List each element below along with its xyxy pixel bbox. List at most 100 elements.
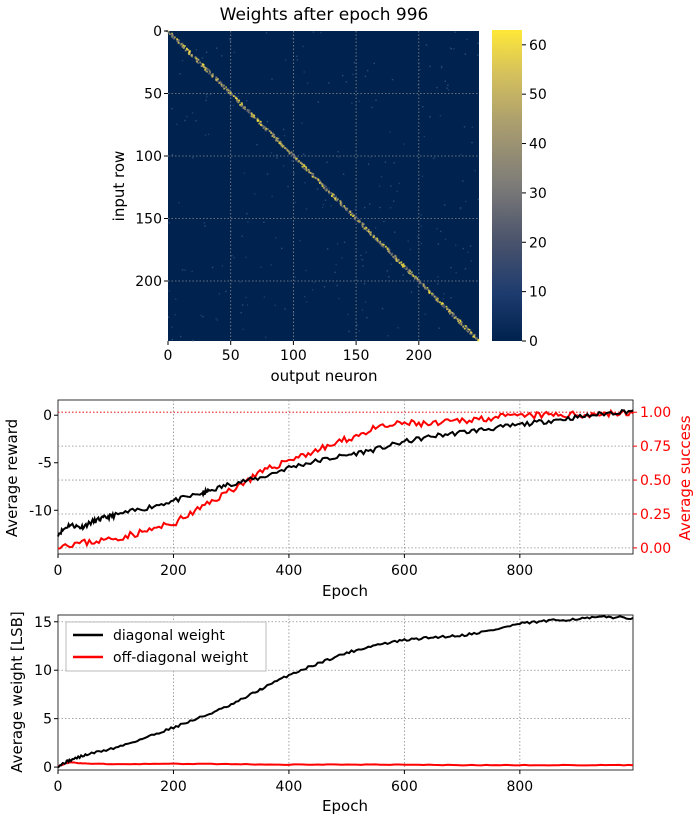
- heatmap-cell: [362, 265, 364, 267]
- heatmap-cell: [436, 227, 438, 230]
- heatmap-cell: [384, 161, 387, 163]
- heatmap-cell: [462, 247, 464, 250]
- heatmap-cell: [322, 203, 325, 206]
- heatmap-cell: [471, 141, 473, 144]
- heatmap-diagonal-cell: [297, 160, 300, 163]
- heatmap-diagonal-cell: [242, 105, 245, 108]
- heatmap-cell: [447, 89, 450, 91]
- heatmap-cell: [200, 314, 202, 317]
- heatmap-diagonal-cell: [262, 127, 265, 129]
- heatmap-diagonal-cell: [227, 92, 230, 94]
- heatmap-diagonal-cell: [472, 335, 475, 338]
- heatmap-diagonal-cell: [323, 184, 326, 187]
- heatmap-cell: [192, 339, 194, 342]
- heatmap-diagonal-cell: [246, 110, 249, 112]
- heatmap-diagonal-cell: [459, 319, 462, 322]
- heatmap-cell: [245, 296, 247, 299]
- heatmap-cell: [287, 185, 289, 188]
- heatmap-diagonal-cell: [275, 137, 278, 139]
- weight-x-tick-label: 200: [160, 779, 187, 795]
- heatmap-diagonal-cell: [382, 246, 385, 249]
- heatmap-diagonal-cell: [181, 42, 184, 45]
- reward-x-tick-label: 800: [506, 563, 533, 579]
- heatmap-diagonal-cell: [334, 198, 337, 201]
- heatmap-cell: [209, 93, 211, 96]
- heatmap-diagonal-cell: [408, 272, 410, 274]
- heatmap-diagonal-cell: [294, 157, 297, 159]
- heatmap-cell: [202, 315, 204, 318]
- heatmap-cell: [168, 290, 170, 292]
- heatmap-cell: [410, 291, 413, 293]
- heatmap-diagonal-cell: [401, 265, 404, 268]
- heatmap-diagonal-cell: [182, 47, 185, 49]
- heatmap-cell: [246, 212, 248, 215]
- heatmap-diagonal: [165, 30, 480, 342]
- heatmap-cell: [365, 251, 367, 253]
- heatmap-diagonal-cell: [395, 257, 398, 259]
- heatmap-diagonal-cell: [459, 320, 462, 323]
- heatmap-cell: [393, 162, 395, 164]
- heatmap-diagonal-cell: [273, 133, 275, 136]
- heatmap-cell: [228, 38, 231, 40]
- heatmap-diagonal-cell: [451, 315, 454, 317]
- heatmap-cell: [204, 134, 207, 136]
- heatmap-diagonal-cell: [265, 129, 267, 132]
- heatmap-cell: [232, 104, 234, 107]
- heatmap-grid: [168, 31, 479, 341]
- heatmap-diagonal-cell: [303, 165, 306, 167]
- heatmap-cell: [422, 106, 424, 108]
- heatmap-diagonal-cell: [433, 295, 436, 298]
- heatmap-diagonal-cell: [217, 78, 219, 81]
- heatmap-diagonal-cell: [346, 209, 349, 212]
- heatmap-cell: [388, 247, 390, 249]
- heatmap-cell: [284, 308, 286, 310]
- heatmap-cell: [334, 271, 336, 274]
- heatmap-diagonal-cell: [282, 146, 285, 149]
- heatmap-diagonal-cell: [395, 258, 398, 261]
- heatmap-diagonal-cell: [450, 311, 452, 314]
- heatmap-cell: [364, 75, 367, 78]
- heatmap-cell: [419, 69, 421, 71]
- heatmap-cell: [233, 257, 235, 259]
- heatmap-cell: [358, 100, 361, 103]
- heatmap-diagonal-cell: [261, 124, 263, 127]
- heatmap-diagonal-cell: [369, 231, 372, 234]
- heatmap-diagonal-cell: [288, 152, 291, 155]
- heatmap-cell: [353, 62, 356, 64]
- reward-success-plot: [57, 399, 634, 555]
- heatmap-cell: [417, 84, 419, 86]
- heatmap-diagonal-cell: [441, 305, 444, 307]
- heatmap-cell: [371, 106, 373, 109]
- heatmap-diagonal-cell: [204, 67, 207, 69]
- heatmap-cell: [367, 69, 369, 72]
- heatmap-cell: [375, 99, 377, 102]
- heatmap-cell: [265, 32, 268, 34]
- legend: diagonal weight off-diagonal weight: [65, 621, 267, 672]
- heatmap-cell: [417, 285, 419, 287]
- heatmap-diagonal-cell: [441, 302, 443, 304]
- heatmap-y-tick-label: 200: [135, 274, 162, 290]
- heatmap-diagonal-cell: [477, 339, 480, 342]
- heatmap-x-ticks: 0 50 100 150 200: [164, 341, 432, 364]
- legend-box: [65, 621, 267, 672]
- heatmap-diagonal-cell: [336, 198, 339, 201]
- heatmap-diagonal-cell: [348, 212, 350, 214]
- heatmap-cell: [420, 214, 422, 216]
- heatmap-cell: [237, 95, 239, 98]
- heatmap-cell: [195, 49, 198, 51]
- heatmap-cell: [171, 108, 173, 110]
- reward-y-tick-label: -5: [38, 456, 52, 472]
- heatmap-diagonal-cell: [200, 62, 203, 65]
- heatmap-cell: [241, 235, 243, 237]
- heatmap-diagonal-cell: [366, 230, 369, 232]
- heatmap-diagonal-cell: [326, 188, 329, 191]
- heatmap-speckle: [168, 31, 480, 342]
- heatmap-diagonal-cell: [182, 44, 185, 47]
- heatmap-diagonal-cell: [455, 317, 458, 320]
- heatmap-cell: [168, 222, 170, 224]
- heatmap-diagonal-cell: [296, 158, 299, 161]
- heatmap-cell: [387, 335, 389, 337]
- heatmap-diagonal-cell: [305, 166, 307, 169]
- heatmap-diagonal-cell: [290, 151, 293, 154]
- heatmap-cell: [369, 203, 371, 205]
